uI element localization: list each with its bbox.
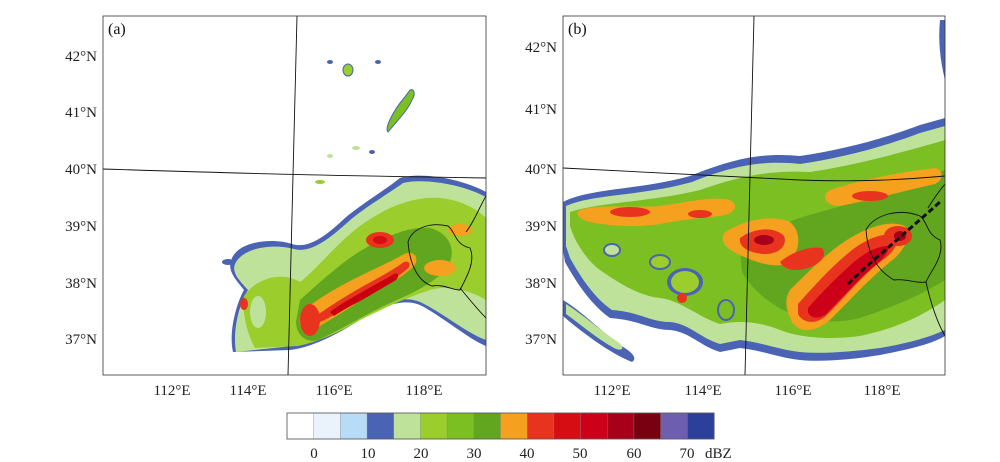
panel-a-frame [102,15,487,376]
panel-a: (a) 42°N 41°N 40°N 39°N 38°N 37°N 112°E … [65,15,487,399]
colorbar-tick-label: 30 [467,446,482,462]
colorbar-swatch [473,412,502,440]
colorbar-tick-label: 50 [573,446,588,462]
lon-tick: 114°E [684,383,721,399]
colorbar-tick-label: 40 [520,446,535,462]
colorbar-swatch [420,412,448,440]
colorbar: 0 10 20 30 40 50 60 70 dBZ [286,412,732,462]
colorbar-swatch [286,412,315,440]
colorbar-swatch [393,412,422,440]
colorbar-swatch [366,412,395,440]
lat-tick: 38°N [525,276,557,292]
colorbar-frame [286,412,715,440]
colorbar-swatch [526,412,555,440]
lat-tick: 42°N [525,40,557,56]
colorbar-swatch [607,412,635,440]
colorbar-swatch [580,412,608,440]
lat-tick: 39°N [525,219,557,235]
lon-tick: 112°E [593,383,630,399]
lat-tick: 41°N [65,105,97,121]
colorbar-ticks: 0 10 20 30 40 50 60 70 dBZ [310,446,731,462]
lon-tick: 116°E [774,383,811,399]
storm-track-line [846,200,941,286]
lat-tick: 38°N [65,276,97,292]
colorbar-tick-label: 70 [680,446,695,462]
lon-axis-a: 112°E 114°E 116°E 118°E [153,383,442,399]
lat-tick: 41°N [525,102,557,118]
colorbar-swatches [286,412,715,440]
lat-axis-b: 42°N 41°N 40°N 39°N 38°N 37°N [525,40,557,348]
lon-tick: 118°E [405,383,442,399]
panel-b: (b) 42°N 41°N 40°N 39°N 38°N 37°N 112°E … [525,15,946,399]
lon-tick: 116°E [315,383,352,399]
lat-tick: 39°N [65,219,97,235]
colorbar-tick-label: 0 [310,446,318,462]
lat-tick: 37°N [525,332,557,348]
lat-tick: 37°N [65,332,97,348]
radar-echo-field-b [563,20,945,362]
colorbar-tick-label: 60 [627,446,642,462]
boundaries-a [103,16,486,375]
colorbar-swatch [687,412,715,440]
lat-axis-a: 42°N 41°N 40°N 39°N 38°N 37°N [65,49,97,348]
panel-b-frame [562,15,946,376]
boundaries-b [563,16,945,375]
colorbar-swatch [633,412,662,440]
colorbar-unit: dBZ [705,446,732,462]
lon-axis-b: 112°E 114°E 116°E 118°E [593,383,900,399]
radar-echo-field-a [222,60,486,352]
lon-tick: 114°E [229,383,266,399]
colorbar-tick-label: 10 [361,446,376,462]
colorbar-swatch [340,412,368,440]
colorbar-tick-label: 20 [414,446,429,462]
lat-tick: 42°N [65,49,97,65]
colorbar-swatch [446,412,475,440]
colorbar-swatch [660,412,688,440]
lat-tick: 40°N [525,162,557,178]
lon-tick: 112°E [153,383,190,399]
lat-tick: 40°N [65,162,97,178]
colorbar-swatch [553,412,582,440]
lon-tick: 118°E [863,383,900,399]
panel-b-label: (b) [568,21,587,38]
panel-a-label: (a) [108,21,126,38]
colorbar-swatch [500,412,528,440]
colorbar-swatch [313,412,341,440]
